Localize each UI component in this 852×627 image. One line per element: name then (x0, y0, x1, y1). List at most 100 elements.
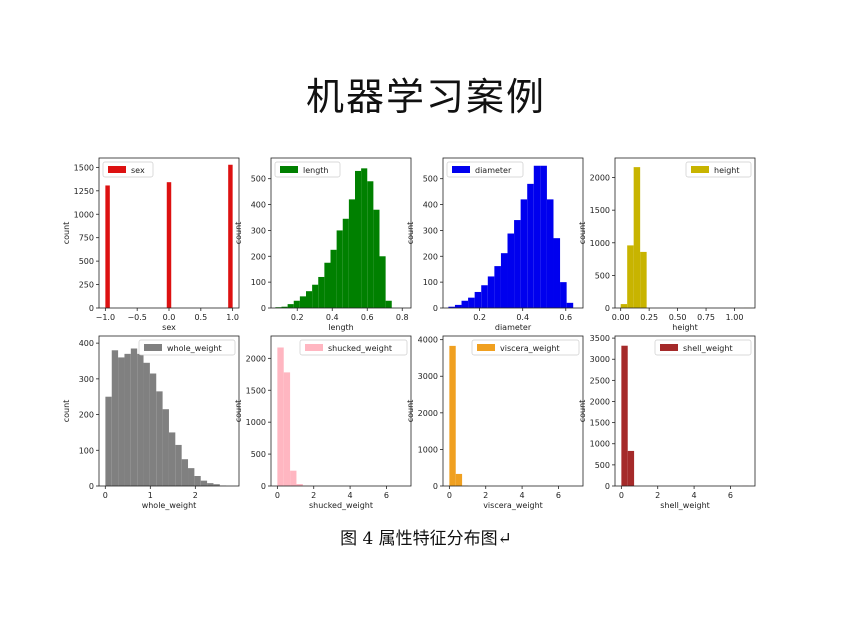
histogram-bar (449, 345, 456, 486)
histogram-bar (149, 373, 157, 486)
y-tick-label: 3000 (590, 355, 610, 364)
histogram-bar (283, 372, 291, 486)
histogram-bar (540, 165, 547, 308)
histogram-bar (290, 470, 297, 486)
x-tick-label: 0.50 (669, 313, 687, 322)
x-tick-label: 4 (520, 491, 525, 500)
y-tick-label: 0 (261, 482, 266, 491)
histogram-bar (361, 168, 368, 308)
histogram-bar (468, 297, 475, 308)
x-tick-label: −1.0 (96, 313, 115, 322)
legend-box (299, 339, 408, 356)
y-tick-label: 1000 (246, 418, 266, 427)
histogram-bar (324, 262, 331, 308)
histogram-bar (566, 302, 574, 308)
x-tick-label: 2 (311, 491, 316, 500)
histogram-bar (312, 284, 319, 308)
y-tick-label: 1000 (418, 445, 438, 454)
histogram-bar (277, 347, 284, 486)
histogram-bar (162, 409, 169, 486)
y-axis-label: count (578, 222, 587, 245)
x-tick-label: 4 (692, 491, 697, 500)
histogram-bar (200, 480, 208, 486)
x-tick-label: 0.25 (640, 313, 658, 322)
x-tick-label: 0 (103, 491, 108, 500)
histogram-bar (143, 362, 150, 486)
y-axis-label: count (578, 400, 587, 423)
histogram-bar (188, 468, 195, 486)
axes-frame (614, 157, 756, 309)
y-tick-label: 100 (251, 278, 266, 287)
legend-box (471, 339, 580, 356)
y-tick-label: 0 (89, 304, 94, 313)
axes-frame (442, 157, 584, 309)
figure-caption: 图 4 属性特征分布图↵ (340, 529, 512, 549)
histogram-bar (207, 483, 214, 486)
x-axis-label: shell_weight (660, 501, 710, 510)
x-tick-label: 0 (275, 491, 280, 500)
histogram-bar (105, 396, 112, 486)
legend-label: length (303, 166, 329, 175)
y-tick-label: 300 (423, 226, 438, 235)
y-tick-label: 2000 (590, 397, 610, 406)
x-axis-label: length (328, 323, 354, 332)
histogram-bar (124, 353, 131, 486)
y-tick-label: 0 (89, 482, 94, 491)
y-tick-label: 200 (423, 252, 438, 261)
legend-label: diameter (475, 166, 512, 175)
y-tick-label: 300 (251, 226, 266, 235)
x-tick-label: 6 (384, 491, 389, 500)
y-axis-label: count (62, 400, 71, 423)
x-axis-label: sex (162, 323, 176, 332)
histogram-bar (553, 238, 561, 308)
histogram-bar (454, 304, 462, 308)
x-tick-label: 0 (619, 491, 624, 500)
histogram-bar (560, 282, 567, 308)
histogram-bar (175, 444, 182, 486)
y-tick-label: 400 (79, 339, 94, 348)
legend-box (654, 339, 752, 356)
y-tick-label: 2000 (590, 174, 610, 183)
legend-swatch (691, 166, 709, 173)
x-tick-label: 0.6 (361, 313, 374, 322)
y-tick-label: 2000 (246, 354, 266, 363)
x-tick-label: 2 (193, 491, 198, 500)
x-axis-label: shucked_weight (309, 501, 373, 510)
chart-viscera_weight: 0 2 4 601000200030004000viscera_weightcount… (406, 335, 584, 510)
histogram-bar (494, 266, 501, 308)
histogram-bar (299, 296, 306, 308)
histogram-bar (507, 233, 515, 308)
y-tick-label: 750 (79, 234, 94, 243)
histogram-bar (640, 251, 647, 308)
histogram-bar (355, 170, 362, 308)
x-tick-label: 0 (447, 491, 452, 500)
legend-label: shell_weight (683, 344, 733, 353)
y-axis-label: count (234, 222, 243, 245)
histogram-bar (228, 164, 233, 308)
histogram-bar (130, 348, 138, 486)
y-tick-label: 1500 (590, 419, 610, 428)
legend-swatch (452, 166, 470, 173)
y-tick-label: 3500 (590, 334, 610, 343)
x-tick-label: 0.2 (473, 313, 486, 322)
y-tick-label: 500 (423, 175, 438, 184)
histogram-bar (621, 345, 628, 486)
histogram-bar (474, 291, 482, 308)
chart-whole_weight: 0 1 20100200300400whole_weightcountwhole_w… (62, 335, 240, 510)
x-tick-label: 0.8 (396, 313, 409, 322)
chart-sex: −1.0 −0.5 0.0 0.5 1.0 0 250 500 750 1000 1250 1500 s… (62, 157, 240, 332)
legend-swatch (280, 166, 298, 173)
legend-swatch (108, 166, 126, 173)
histogram-bar (500, 253, 508, 308)
histogram-bar (514, 220, 521, 308)
histogram-bar (348, 199, 355, 308)
chart-shell_weight: 0 2 4 6 0 500 1000 1500 2000 2500 3000 3500 shell_we… (578, 334, 756, 510)
histogram-bar (118, 357, 125, 486)
histogram-bar (461, 300, 469, 308)
y-tick-label: 1250 (74, 187, 94, 196)
histogram-bar (105, 185, 110, 308)
legend-box (446, 161, 524, 178)
x-tick-label: 2 (483, 491, 488, 500)
chart-length: 0.2 0.4 0.6 0.8 0 100 200 300 400 500 length count l… (234, 157, 412, 332)
